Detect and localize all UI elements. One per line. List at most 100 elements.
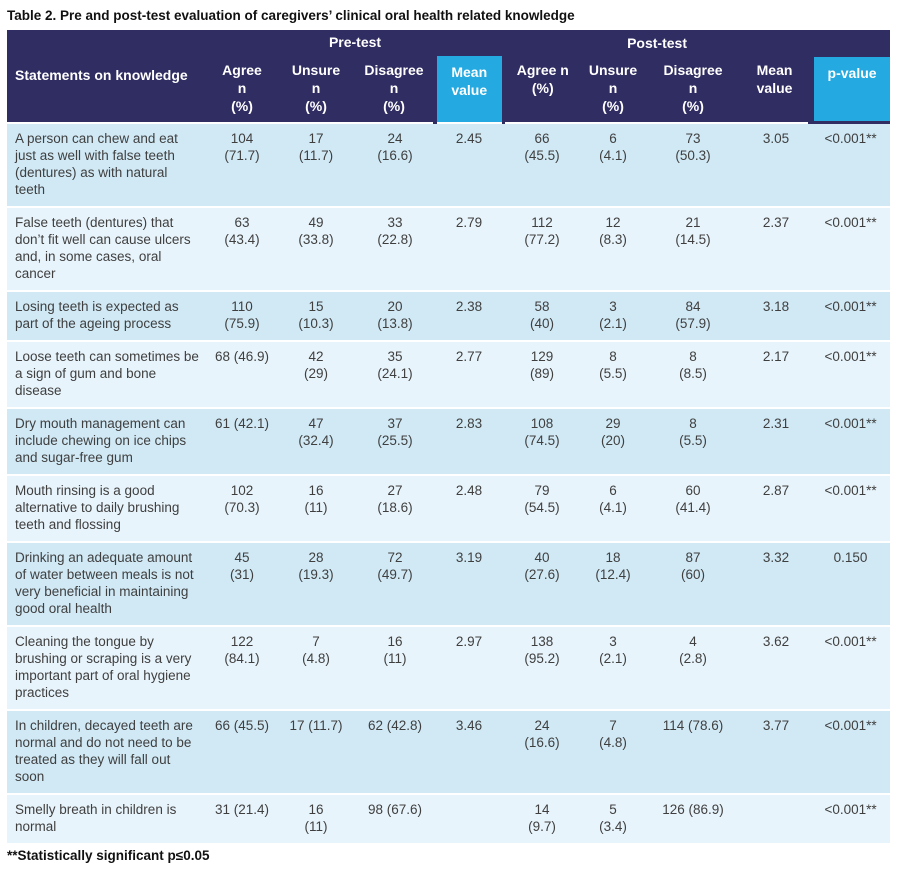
post-unsure-cell: 12 (8.3) [581,206,646,291]
pre-disagree-cell: 37 (25.5) [355,407,435,475]
table-row: A person can chew and eat just as well w… [7,122,891,207]
table-row: Mouth rinsing is a good alternative to d… [7,474,891,542]
statement-cell: Cleaning the tongue by brushing or scrap… [7,625,207,710]
pre-agree-cell: 31 (21.4) [207,793,277,843]
post-unsure-cell: 3 (2.1) [581,290,646,341]
post-mean-cell: 3.18 [741,290,812,341]
col-header-post-mean: Mean value [741,54,812,123]
p-value-cell: <0.001** [811,474,891,542]
table-body: A person can chew and eat just as well w… [7,122,891,843]
col-header-pre-unsure: Unsure n (%) [277,54,355,123]
pre-disagree-cell: 62 (42.8) [355,709,435,794]
table-row: Smelly breath in children is normal 31 (… [7,793,891,843]
post-unsure-cell: 6 (4.1) [581,474,646,542]
p-value-cell: <0.001** [811,709,891,794]
post-disagree-cell: 60 (41.4) [645,474,742,542]
post-agree-cell: 112 (77.2) [503,206,582,291]
group-header-pretest: Pre-test [207,30,504,54]
pre-mean-cell: 2.79 [435,206,504,291]
pre-disagree-cell: 35 (24.1) [355,340,435,408]
pre-agree-cell: 68 (46.9) [207,340,277,408]
pre-mean-cell: 2.77 [435,340,504,408]
col-header-post-disagree: Disagree n (%) [645,54,742,123]
p-value-cell: <0.001** [811,340,891,408]
statement-cell: False teeth (dentures) that don’t fit we… [7,206,207,291]
pre-mean-cell: 3.19 [435,541,504,626]
col-header-post-unsure: Unsure n (%) [581,54,646,123]
post-agree-cell: 58 (40) [503,290,582,341]
post-unsure-cell: 5 (3.4) [581,793,646,843]
table-row: Dry mouth management can include chewing… [7,407,891,475]
column-header-row: Agree n (%) Unsure n (%) Disagree n (%) … [7,51,891,125]
pre-disagree-cell: 27 (18.6) [355,474,435,542]
pre-mean-cell: 3.46 [435,709,504,794]
group-header-row: Statements on knowledge Pre-test Post-te… [7,30,891,123]
table-row: False teeth (dentures) that don’t fit we… [7,206,891,291]
pre-agree-cell: 66 (45.5) [207,709,277,794]
pre-unsure-cell: 17 (11.7) [277,709,355,794]
post-agree-cell: 40 (27.6) [503,541,582,626]
statement-cell: In children, decayed teeth are normal an… [7,709,207,794]
table-row: In children, decayed teeth are normal an… [7,709,891,794]
pre-agree-cell: 110 (75.9) [207,290,277,341]
pre-unsure-cell: 47 (32.4) [277,407,355,475]
pre-unsure-cell: 15 (10.3) [277,290,355,341]
pre-mean-cell: 2.83 [435,407,504,475]
post-agree-cell: 138 (95.2) [503,625,582,710]
post-agree-cell: 129 (89) [503,340,582,408]
statement-cell: Losing teeth is expected as part of the … [7,290,207,341]
pre-agree-cell: 102 (70.3) [207,474,277,542]
table-row: Losing teeth is expected as part of the … [7,290,891,341]
p-value-header-spacer [811,30,891,54]
post-disagree-cell: 114 (78.6) [645,709,742,794]
col-header-pre-agree: Agree n (%) [207,54,277,123]
p-value-cell: <0.001** [811,625,891,710]
pre-disagree-cell: 33 (22.8) [355,206,435,291]
statement-cell: Mouth rinsing is a good alternative to d… [7,474,207,542]
pre-mean-cell: 2.48 [435,474,504,542]
post-disagree-cell: 4 (2.8) [645,625,742,710]
pre-agree-cell: 61 (42.1) [207,407,277,475]
pre-disagree-cell: 24 (16.6) [355,122,435,207]
post-mean-cell: 2.87 [741,474,812,542]
p-value-cell: 0.150 [811,541,891,626]
pre-unsure-cell: 49 (33.8) [277,206,355,291]
pre-unsure-cell: 16 (11) [277,793,355,843]
post-agree-cell: 108 (74.5) [503,407,582,475]
table-row: Loose teeth can sometimes be a sign of g… [7,340,891,408]
post-mean-cell: 3.32 [741,541,812,626]
post-mean-cell: 3.05 [741,122,812,207]
statement-cell: Loose teeth can sometimes be a sign of g… [7,340,207,408]
table-caption: Table 2. Pre and post-test evaluation of… [7,8,575,23]
statement-cell: Dry mouth management can include chewing… [7,407,207,475]
pre-disagree-cell: 20 (13.8) [355,290,435,341]
pre-unsure-cell: 16 (11) [277,474,355,542]
knowledge-table: Statements on knowledge Pre-test Post-te… [7,30,891,843]
col-header-pre-mean: Mean value [432,52,505,123]
pre-disagree-cell: 98 (67.6) [355,793,435,843]
post-agree-cell: 14 (9.7) [503,793,582,843]
pre-agree-cell: 104 (71.7) [207,122,277,207]
statement-cell: A person can chew and eat just as well w… [7,122,207,207]
col-header-pre-disagree: Disagree n (%) [355,54,435,123]
pre-mean-cell [435,793,504,843]
post-disagree-cell: 8 (5.5) [645,407,742,475]
pre-disagree-cell: 16 (11) [355,625,435,710]
pre-unsure-cell: 17 (11.7) [277,122,355,207]
post-disagree-cell: 126 (86.9) [645,793,742,843]
post-disagree-cell: 87 (60) [645,541,742,626]
col-header-statements: Statements on knowledge [7,30,207,123]
post-mean-cell [741,793,812,843]
p-value-cell: <0.001** [811,793,891,843]
pre-agree-cell: 45 (31) [207,541,277,626]
table-row: Drinking an adequate amount of water bet… [7,541,891,626]
p-value-cell: <0.001** [811,206,891,291]
post-agree-cell: 24 (16.6) [503,709,582,794]
post-unsure-cell: 29 (20) [581,407,646,475]
pre-mean-cell: 2.97 [435,625,504,710]
post-agree-cell: 66 (45.5) [503,122,582,207]
p-value-cell: <0.001** [811,407,891,475]
pre-agree-cell: 63 (43.4) [207,206,277,291]
group-header-posttest: Post-test [503,30,812,54]
